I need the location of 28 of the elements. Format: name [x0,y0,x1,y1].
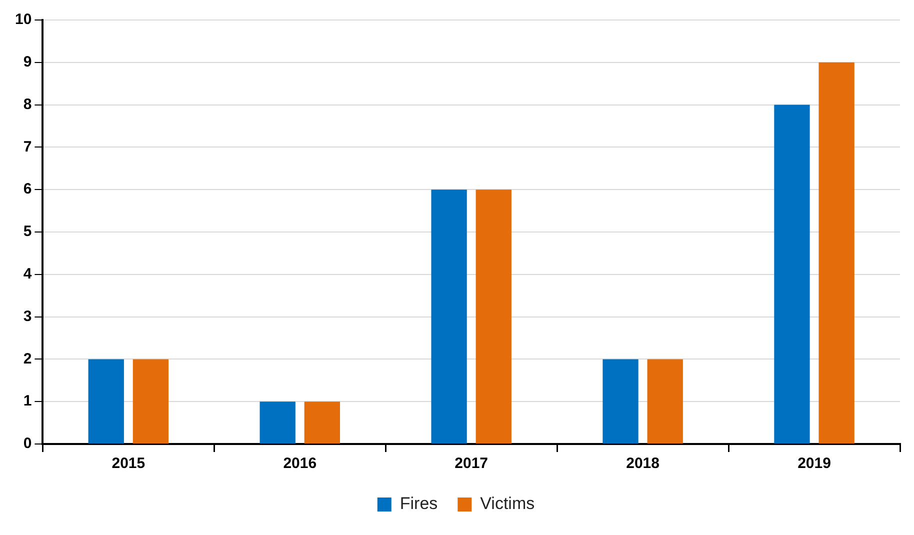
y-tick-label: 1 [23,392,32,410]
bar [132,359,169,444]
y-tick-label: 7 [23,138,32,156]
bar [602,359,638,444]
bar [260,402,296,444]
y-tick-label: 10 [14,11,32,28]
y-tick-label: 5 [23,223,32,240]
x-tick-label: 2017 [454,455,488,472]
y-tick-label: 6 [23,180,32,198]
legend-label: Victims [480,494,535,514]
bar [304,402,340,444]
y-tick-label: 0 [23,435,32,452]
x-tick-label: 2019 [798,455,831,472]
bar [431,190,467,444]
bar [476,190,512,444]
x-tick-label: 2015 [112,455,146,472]
y-tick-label: 4 [23,266,32,283]
y-tick-label: 9 [23,54,32,71]
bar [647,359,683,444]
y-tick-label: 8 [23,96,32,113]
x-tick-label: 2016 [283,455,317,472]
y-tick-label: 2 [23,350,32,368]
legend-label: Fires [400,494,438,514]
bar [88,359,124,444]
y-tick-label: 3 [23,308,32,325]
x-tick-label: 2018 [626,455,660,472]
bar [774,104,810,444]
bar [818,62,854,444]
